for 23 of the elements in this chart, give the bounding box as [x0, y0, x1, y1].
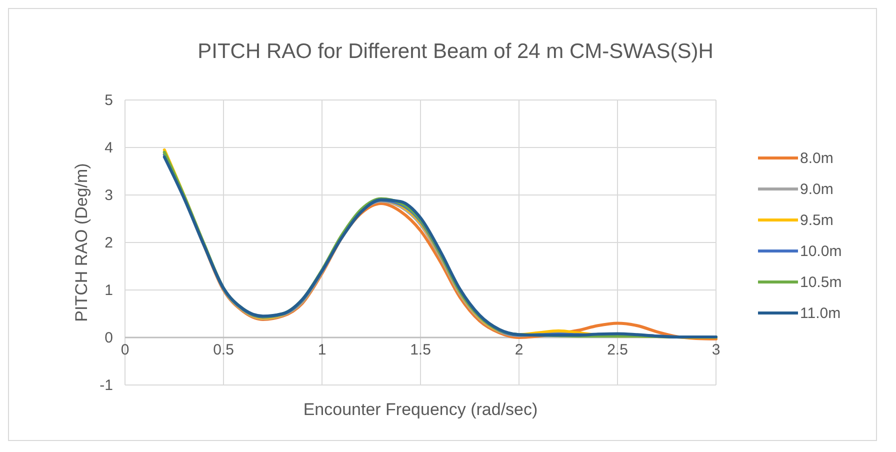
y-tick-label: 3 [104, 187, 113, 204]
y-tick-label: 0 [104, 330, 113, 346]
x-tick-label: 2.5 [607, 342, 628, 358]
legend-label: 10.0m [800, 243, 842, 260]
legend-label: 8.0m [800, 150, 834, 167]
legend-label: 10.5m [800, 274, 842, 291]
x-tick-label: 0 [120, 342, 130, 358]
legend-label: 11.0m [800, 305, 841, 322]
chart-title: PITCH RAO for Different Beam of 24 m CM-SWAS(S)H [198, 40, 714, 63]
y-tick-label: 1 [104, 282, 113, 299]
x-axis-title: Encounter Frequency (rad/sec) [303, 400, 538, 419]
x-tick-label: 1 [318, 342, 326, 358]
legend-label: 9.0m [800, 181, 834, 198]
x-tick-label: 0.5 [213, 342, 234, 358]
y-tick-label: 2 [104, 234, 113, 252]
x-tick-label: 3 [712, 342, 720, 358]
y-axis-title: PITCH RAO (Deg/m) [72, 163, 91, 322]
legend-label: 9.5m [800, 212, 834, 229]
y-tick-label: -1 [100, 377, 113, 394]
x-tick-label: 1.5 [410, 342, 431, 358]
y-tick-label: 4 [104, 140, 113, 156]
y-tick-label: 5 [104, 92, 113, 109]
x-tick-label: 2 [514, 342, 524, 358]
